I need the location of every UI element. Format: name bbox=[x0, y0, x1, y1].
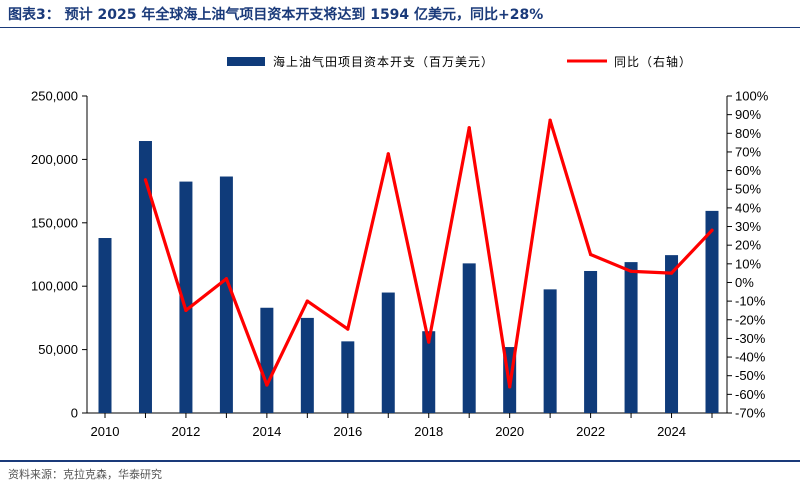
right-y-tick-label: 0% bbox=[735, 275, 754, 290]
yoy-growth-point bbox=[184, 308, 188, 313]
legend-line-label: 同比（右轴） bbox=[614, 54, 692, 69]
capex-bar bbox=[341, 341, 355, 413]
capex-bar bbox=[665, 255, 679, 413]
right-y-tick-label: 80% bbox=[735, 126, 761, 141]
left-y-tick-label: 100,000 bbox=[31, 279, 78, 294]
right-y-tick-label: 70% bbox=[735, 144, 761, 159]
yoy-growth-point bbox=[265, 383, 269, 387]
right-y-tick-label: 50% bbox=[735, 182, 761, 197]
right-y-tick-label: 90% bbox=[735, 107, 761, 122]
x-tick-label: 2014 bbox=[252, 424, 281, 439]
x-tick-label: 2020 bbox=[495, 424, 524, 439]
yoy-growth-point bbox=[346, 327, 350, 331]
x-tick-label: 2018 bbox=[414, 424, 443, 439]
legend-bar-swatch bbox=[227, 57, 265, 66]
left-y-tick-label: 250,000 bbox=[31, 89, 78, 104]
right-y-tick-label: -20% bbox=[735, 312, 766, 327]
right-y-tick-label: -60% bbox=[735, 387, 766, 402]
x-tick-label: 2022 bbox=[576, 424, 605, 439]
left-y-tick-label: 50,000 bbox=[38, 342, 78, 357]
yoy-growth-point bbox=[143, 178, 148, 182]
right-y-tick-label: 30% bbox=[735, 219, 761, 234]
capex-bar bbox=[98, 238, 112, 413]
x-tick-label: 2016 bbox=[333, 424, 362, 439]
capex-bar bbox=[260, 307, 274, 413]
right-y-tick-label: -40% bbox=[735, 350, 766, 365]
footer-divider bbox=[0, 460, 800, 462]
yoy-growth-point bbox=[589, 252, 593, 257]
right-y-tick-label: 100% bbox=[735, 89, 769, 104]
yoy-growth-point bbox=[427, 340, 431, 344]
left-y-tick-label: 150,000 bbox=[31, 215, 78, 230]
capex-bar bbox=[584, 270, 598, 413]
left-y-tick-label: 200,000 bbox=[31, 152, 78, 167]
yoy-growth-point bbox=[710, 228, 714, 232]
x-tick-label: 2010 bbox=[91, 424, 120, 439]
capex-bar bbox=[138, 141, 152, 413]
yoy-growth-point bbox=[305, 299, 309, 303]
yoy-growth-point bbox=[386, 152, 390, 156]
capex-bar bbox=[179, 181, 193, 413]
capex-bar bbox=[422, 331, 436, 413]
right-y-tick-label: -50% bbox=[735, 368, 766, 383]
yoy-growth-point bbox=[467, 126, 471, 130]
yoy-growth-point bbox=[629, 269, 633, 273]
right-y-tick-label: -10% bbox=[735, 294, 766, 309]
capex-bar bbox=[219, 176, 233, 413]
capex-bar bbox=[381, 292, 395, 413]
right-y-tick-label: 60% bbox=[735, 163, 761, 178]
x-tick-label: 2024 bbox=[657, 424, 686, 439]
source-note: 资料来源：克拉克森，华泰研究 bbox=[8, 468, 162, 481]
yoy-growth-point bbox=[548, 118, 552, 122]
yoy-growth-point bbox=[669, 271, 674, 275]
right-y-tick-label: -30% bbox=[735, 331, 766, 346]
combo-chart: 海上油气田项目资本开支（百万美元） 同比（右轴） 0 50,000 100,000 150… bbox=[31, 54, 769, 439]
legend-bar-label: 海上油气田项目资本开支（百万美元） bbox=[273, 54, 494, 69]
left-y-tick-label: 0 bbox=[71, 406, 78, 421]
capex-bar bbox=[624, 262, 638, 413]
right-y-tick-label: 20% bbox=[735, 238, 761, 253]
right-y-tick-label: 10% bbox=[735, 256, 761, 271]
figure-title-bar: 图表3： 预计 2025 年全球海上油气项目资本开支将达到 1594 亿美元，同… bbox=[0, 0, 800, 28]
right-y-tick-label: -70% bbox=[735, 406, 766, 421]
capex-bar bbox=[300, 317, 314, 413]
right-y-tick-label: 40% bbox=[735, 200, 761, 215]
capex-bar bbox=[705, 210, 719, 413]
yoy-growth-point bbox=[224, 277, 228, 281]
figure-title: 图表3： 预计 2025 年全球海上油气项目资本开支将达到 1594 亿美元，同… bbox=[8, 7, 544, 23]
capex-bar bbox=[462, 263, 476, 413]
capex-bar bbox=[543, 289, 557, 413]
yoy-growth-point bbox=[508, 385, 512, 389]
x-tick-label: 2012 bbox=[171, 424, 200, 439]
